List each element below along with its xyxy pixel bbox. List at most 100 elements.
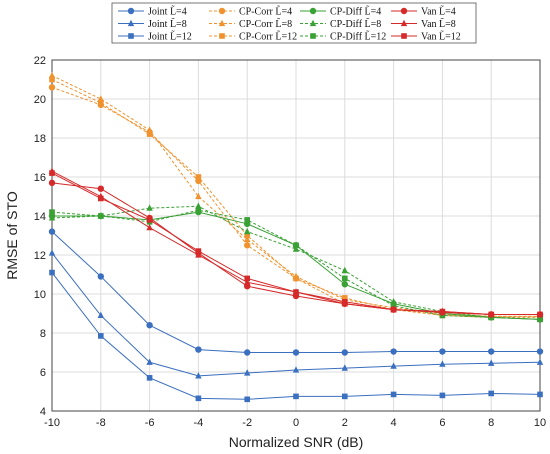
data-point <box>342 299 348 305</box>
data-point <box>146 223 153 231</box>
data-point <box>244 235 251 242</box>
data-point <box>48 84 56 91</box>
data-point <box>244 369 251 376</box>
data-point <box>146 322 153 329</box>
data-point <box>390 362 397 369</box>
legend-entry: Van L̃=12 <box>391 30 461 43</box>
data-point <box>98 213 104 219</box>
legend-label: Joint L̃=8 <box>148 17 187 30</box>
data-point <box>390 298 397 305</box>
legend-entry: CP-Corr L̃=8 <box>209 17 292 30</box>
data-point <box>244 217 250 223</box>
legend-label: Van L̃=4 <box>421 5 456 18</box>
legend-entry: CP-Corr L̃=4 <box>209 5 292 18</box>
data-point <box>341 266 348 274</box>
x-tick-label: -8 <box>96 417 106 429</box>
data-point <box>488 359 495 366</box>
x-tick-label: 6 <box>439 417 445 429</box>
grid-lines <box>51 59 541 412</box>
data-point <box>292 349 300 356</box>
y-tick-label: 16 <box>34 172 46 184</box>
data-point <box>244 242 251 249</box>
data-point <box>341 349 348 356</box>
data-point <box>195 207 202 213</box>
data-point <box>537 316 543 323</box>
series-layer <box>48 71 544 403</box>
data-point <box>537 391 543 398</box>
y-tick-label: 22 <box>34 55 46 67</box>
data-point <box>537 311 543 318</box>
data-point <box>195 251 202 258</box>
legend-marker <box>401 33 407 39</box>
data-point <box>244 278 251 285</box>
data-point <box>49 269 55 276</box>
legend-entry: CP-Diff L̃=4 <box>300 5 381 18</box>
legend-entry: Van L̃=4 <box>391 5 456 18</box>
legend-label: CP-Diff L̃=4 <box>330 5 381 18</box>
legend-label: CP-Corr L̃=4 <box>239 5 292 18</box>
data-point <box>439 392 446 399</box>
series-11 <box>49 170 543 318</box>
legend-entry: Van L̃=8 <box>391 17 456 30</box>
y-tick-labels: 4 6 8 10 12 14 16 18 20 22 <box>34 55 46 418</box>
data-point <box>390 391 397 398</box>
y-tick-label: 10 <box>34 289 46 301</box>
legend-marker <box>309 19 317 27</box>
data-point <box>49 209 55 215</box>
data-point <box>195 248 202 254</box>
legend-marker <box>400 7 408 15</box>
data-point <box>146 131 153 137</box>
data-point <box>195 202 202 209</box>
y-tick-label: 8 <box>40 328 46 340</box>
data-point <box>293 242 299 249</box>
legend-marker <box>218 19 226 27</box>
data-point <box>146 204 153 211</box>
x-tick-label: -4 <box>194 417 204 429</box>
data-point <box>244 349 251 356</box>
legend-entry: CP-Corr L̃=12 <box>209 30 297 43</box>
legend-marker <box>127 19 135 27</box>
series-2 <box>49 269 543 403</box>
data-point <box>390 302 397 309</box>
data-point <box>536 348 544 355</box>
data-point <box>244 275 250 282</box>
x-tick-label: 10 <box>534 417 546 429</box>
y-tick-label: 4 <box>40 406 46 418</box>
y-tick-label: 12 <box>34 250 46 262</box>
data-point <box>48 179 56 187</box>
legend-entry: CP-Diff L̃=12 <box>300 30 386 43</box>
series-line <box>51 209 541 320</box>
data-point <box>488 348 495 355</box>
legend-label: CP-Diff L̃=8 <box>330 17 381 30</box>
legend-label: Joint L̃=12 <box>148 30 192 43</box>
data-point <box>293 275 299 282</box>
legend-entry: Joint L̃=12 <box>118 30 192 43</box>
legend-label: Joint L̃=4 <box>148 5 187 18</box>
data-point <box>342 275 348 282</box>
legend-label: CP-Corr L̃=12 <box>239 30 297 43</box>
legend-marker <box>309 7 317 15</box>
x-tick-labels: -10 -8 -6 -4 -2 0 2 4 6 8 10 <box>44 417 546 429</box>
data-point <box>341 281 348 288</box>
data-point <box>390 306 397 313</box>
data-point <box>146 358 153 365</box>
series-0 <box>48 228 544 356</box>
x-tick-label: -2 <box>242 417 252 429</box>
data-point <box>48 249 56 256</box>
data-point <box>536 358 544 365</box>
data-point <box>98 100 104 106</box>
data-point <box>293 289 299 295</box>
series-1 <box>48 249 544 379</box>
x-tick-label: -10 <box>44 417 60 429</box>
data-point <box>390 348 397 355</box>
data-point <box>488 311 494 318</box>
x-tick-label: 0 <box>293 417 299 429</box>
legend-label: Van L̃=8 <box>421 17 456 30</box>
data-point <box>293 393 299 400</box>
data-point <box>146 375 153 381</box>
data-point <box>48 214 56 221</box>
data-point <box>48 71 56 79</box>
series-line <box>51 79 540 318</box>
legend-entry: Joint L̃=4 <box>118 5 187 18</box>
data-point <box>97 95 104 102</box>
